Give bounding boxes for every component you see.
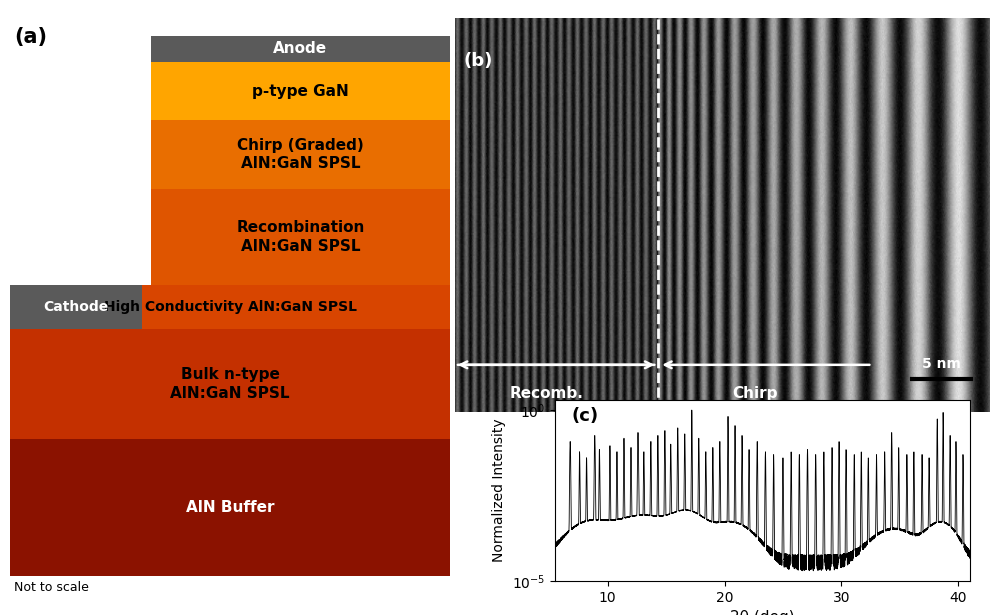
Text: High Conductivity AlN:GaN SPSL: High Conductivity AlN:GaN SPSL (104, 300, 356, 314)
Text: Cathode: Cathode (43, 300, 109, 314)
Bar (151, 189, 450, 285)
Y-axis label: Normalized Intensity: Normalized Intensity (492, 419, 506, 562)
Text: 5 nm: 5 nm (922, 357, 961, 371)
Bar (151, 62, 450, 120)
Text: Not to scale: Not to scale (14, 581, 89, 593)
Text: AlN Buffer: AlN Buffer (186, 500, 274, 515)
Text: (a): (a) (14, 27, 47, 47)
Bar (10, 439, 450, 576)
Text: Recomb.: Recomb. (510, 386, 583, 401)
Text: (c): (c) (572, 407, 599, 425)
Bar (10, 285, 142, 330)
X-axis label: 2θ (deg): 2θ (deg) (730, 611, 795, 615)
Bar (10, 330, 450, 439)
Bar (151, 120, 450, 189)
Bar (10, 285, 450, 330)
Text: p-type GaN: p-type GaN (252, 84, 349, 98)
Text: Chirp: Chirp (732, 386, 777, 401)
Bar (151, 36, 450, 62)
Text: (b): (b) (464, 52, 493, 69)
Text: Bulk n-type
AlN:GaN SPSL: Bulk n-type AlN:GaN SPSL (170, 367, 290, 401)
Text: Anode: Anode (273, 41, 327, 57)
Text: Recombination
AlN:GaN SPSL: Recombination AlN:GaN SPSL (236, 220, 365, 253)
Text: Chirp (Graded)
AlN:GaN SPSL: Chirp (Graded) AlN:GaN SPSL (237, 138, 364, 171)
